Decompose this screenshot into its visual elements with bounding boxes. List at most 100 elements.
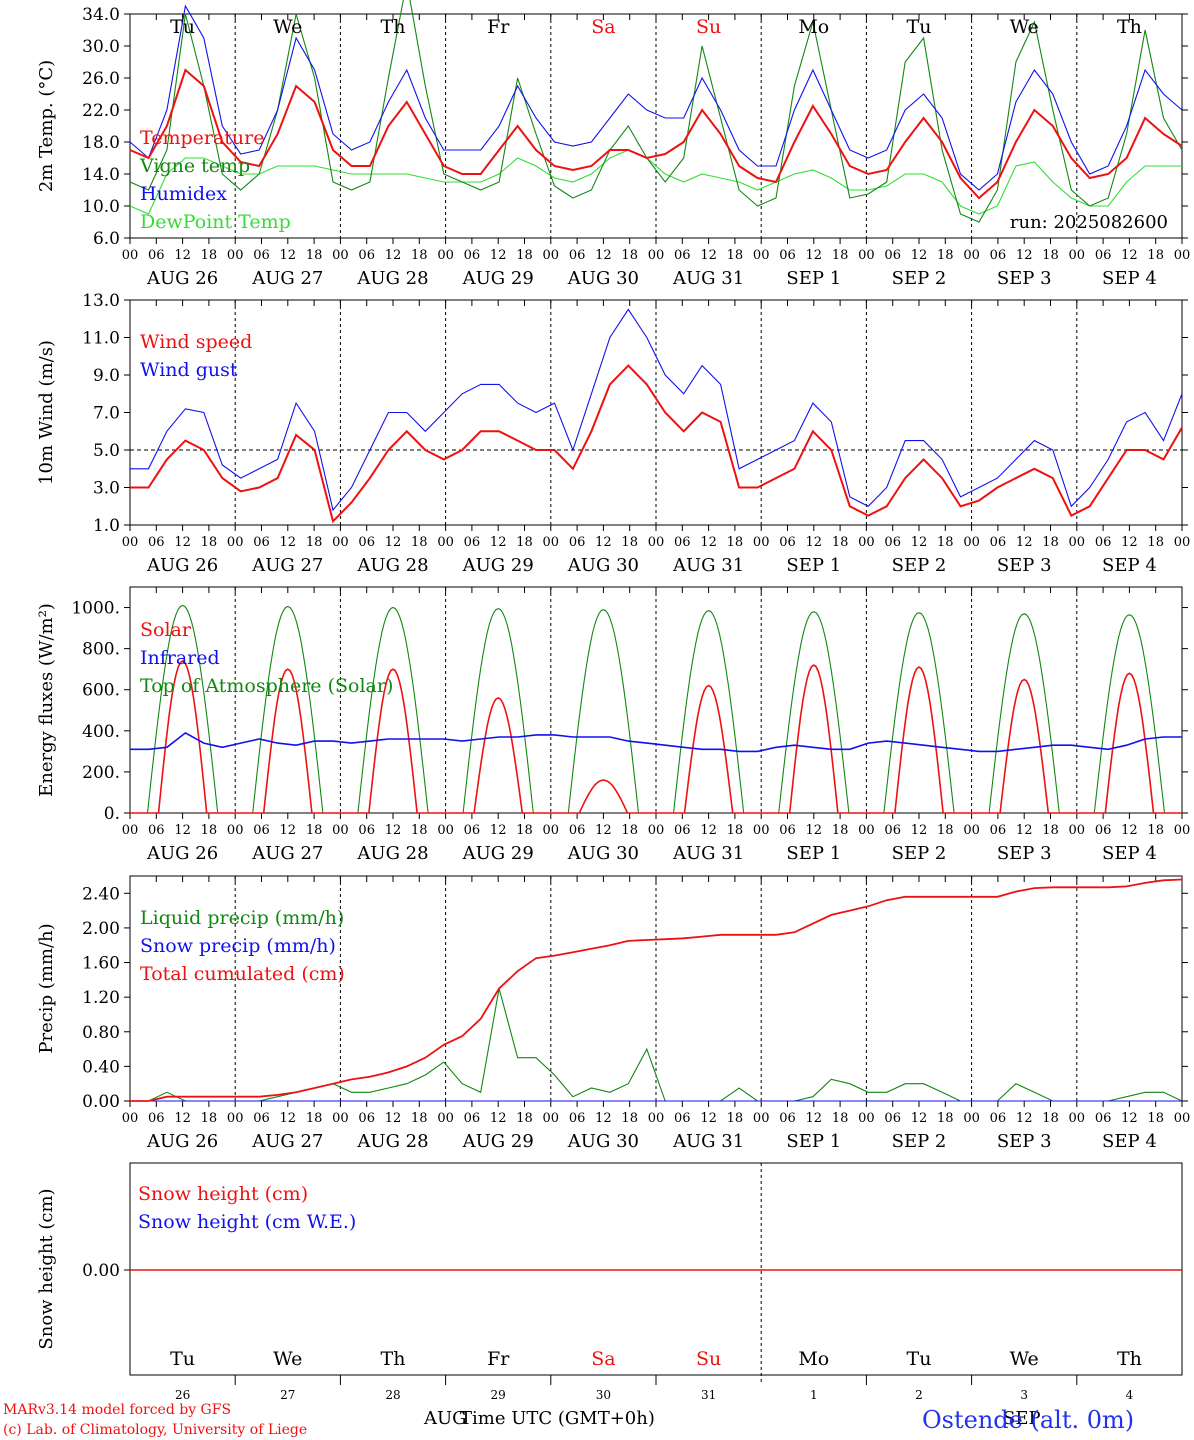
day-name-bottom: Su [696, 1348, 721, 1370]
hour-label: 18 [306, 1111, 323, 1126]
date-label: AUG 27 [251, 555, 323, 576]
hour-label: 12 [385, 248, 402, 263]
day-name-bottom: Fr [487, 1348, 510, 1370]
hour-label: 18 [621, 535, 638, 550]
hour-label: 12 [806, 823, 823, 838]
hour-label: 06 [464, 823, 481, 838]
y-tick-label: 14.0 [82, 165, 120, 185]
date-label: SEP 1 [786, 555, 841, 576]
hour-label: 00 [753, 248, 770, 263]
day-number: 31 [701, 1388, 716, 1402]
panel-4: 00 06 12 18 00 06 12 18 00 06 12 18 00 06 12 18 00 06 12 18… [36, 875, 1190, 1152]
y-tick-label: 2.00 [82, 919, 120, 939]
y-tick-label: 22.0 [82, 101, 120, 121]
hour-label: 12 [280, 248, 297, 263]
day-number: 30 [596, 1388, 611, 1402]
hour-label: 18 [411, 823, 428, 838]
date-label: SEP 2 [892, 843, 947, 864]
hour-label: 12 [280, 823, 297, 838]
hour-label: 06 [990, 823, 1007, 838]
hour-label: 06 [779, 823, 796, 838]
hour-label: 00 [437, 248, 454, 263]
day-name: We [1010, 16, 1039, 38]
date-label: AUG 26 [146, 1131, 218, 1152]
hour-label: 12 [1121, 535, 1138, 550]
hour-label: 06 [358, 535, 375, 550]
date-label: SEP 2 [892, 268, 947, 289]
panel-frame [129, 299, 1183, 526]
hour-label: 18 [727, 535, 744, 550]
hour-label: 00 [227, 535, 244, 550]
hour-label: 18 [516, 823, 533, 838]
hour-label: 18 [306, 535, 323, 550]
hour-label: 00 [437, 1111, 454, 1126]
day-name: Tu [170, 16, 195, 38]
date-label: AUG 27 [251, 268, 323, 289]
date-label: AUG 31 [672, 268, 744, 289]
hour-label: 18 [1042, 823, 1059, 838]
hour-label: 00 [332, 1111, 349, 1126]
hour-label: 00 [963, 535, 980, 550]
y-tick-label: 9.0 [93, 366, 120, 386]
y-axis-label: Precip (mm/h) [36, 923, 57, 1053]
hour-label: 18 [411, 1111, 428, 1126]
date-label: AUG 30 [567, 1131, 639, 1152]
y-tick-label: 5.0 [93, 441, 120, 461]
date-label: AUG 31 [672, 1131, 744, 1152]
hour-label: 12 [595, 1111, 612, 1126]
hour-label: 12 [595, 823, 612, 838]
hour-label: 06 [1095, 248, 1112, 263]
hour-label: 18 [621, 823, 638, 838]
hour-label: 18 [937, 248, 954, 263]
y-tick-label: 2.40 [82, 884, 120, 904]
date-label: AUG 30 [567, 843, 639, 864]
hour-label: 06 [884, 823, 901, 838]
hour-label: 06 [148, 823, 165, 838]
hour-label: 18 [832, 535, 849, 550]
series-3 [129, 149, 1182, 215]
y-axis-label: 2m Temp. (°C) [36, 60, 57, 192]
hour-label: 06 [569, 823, 586, 838]
date-label: SEP 2 [892, 555, 947, 576]
legend-entry: Solar [140, 619, 192, 641]
day-name-bottom: Th [381, 1348, 406, 1370]
hour-label: 18 [201, 535, 218, 550]
hour-label: 12 [911, 823, 928, 838]
hour-label: 06 [884, 535, 901, 550]
legend-entry: Wind gust [140, 359, 238, 381]
y-tick-label: 34.0 [82, 5, 120, 25]
hour-label: 12 [700, 1111, 717, 1126]
day-name-bottom: Th [1117, 1348, 1142, 1370]
hour-label: 12 [385, 823, 402, 838]
hour-label: 18 [201, 823, 218, 838]
date-label: AUG 31 [672, 555, 744, 576]
hour-label: 00 [227, 823, 244, 838]
footer-time-label: Time UTC (GMT+0h) [460, 1408, 655, 1429]
hour-label: 18 [306, 248, 323, 263]
hour-label: 12 [700, 535, 717, 550]
panel-3: 00 06 12 18 00 06 12 18 00 06 12 18 00 06 12 18 00 06 12 18… [36, 586, 1190, 864]
hour-label: 18 [832, 1111, 849, 1126]
hour-label: 06 [674, 1111, 691, 1126]
hour-label: 06 [674, 535, 691, 550]
day-number: 27 [280, 1388, 295, 1402]
y-tick-label: 3.0 [93, 479, 120, 499]
hour-label: 00 [1174, 535, 1191, 550]
hour-label: 06 [253, 823, 270, 838]
hour-label: 18 [411, 248, 428, 263]
hour-label: 12 [385, 535, 402, 550]
footer-credit: (c) Lab. of Climatology, University of L… [3, 1422, 307, 1438]
date-label: AUG 28 [356, 268, 428, 289]
y-tick-label: 0.00 [82, 1092, 120, 1112]
hour-label: 12 [174, 1111, 191, 1126]
date-label: AUG 29 [462, 268, 534, 289]
hour-label: 12 [174, 535, 191, 550]
hour-label: 12 [700, 248, 717, 263]
hour-label: 18 [306, 823, 323, 838]
hour-label: 18 [727, 823, 744, 838]
legend-entry: Top of Atmosphere (Solar) [140, 675, 393, 697]
hour-label: 12 [1016, 535, 1033, 550]
date-label: AUG 30 [567, 555, 639, 576]
day-number: 28 [385, 1388, 400, 1402]
hour-label: 00 [648, 823, 665, 838]
